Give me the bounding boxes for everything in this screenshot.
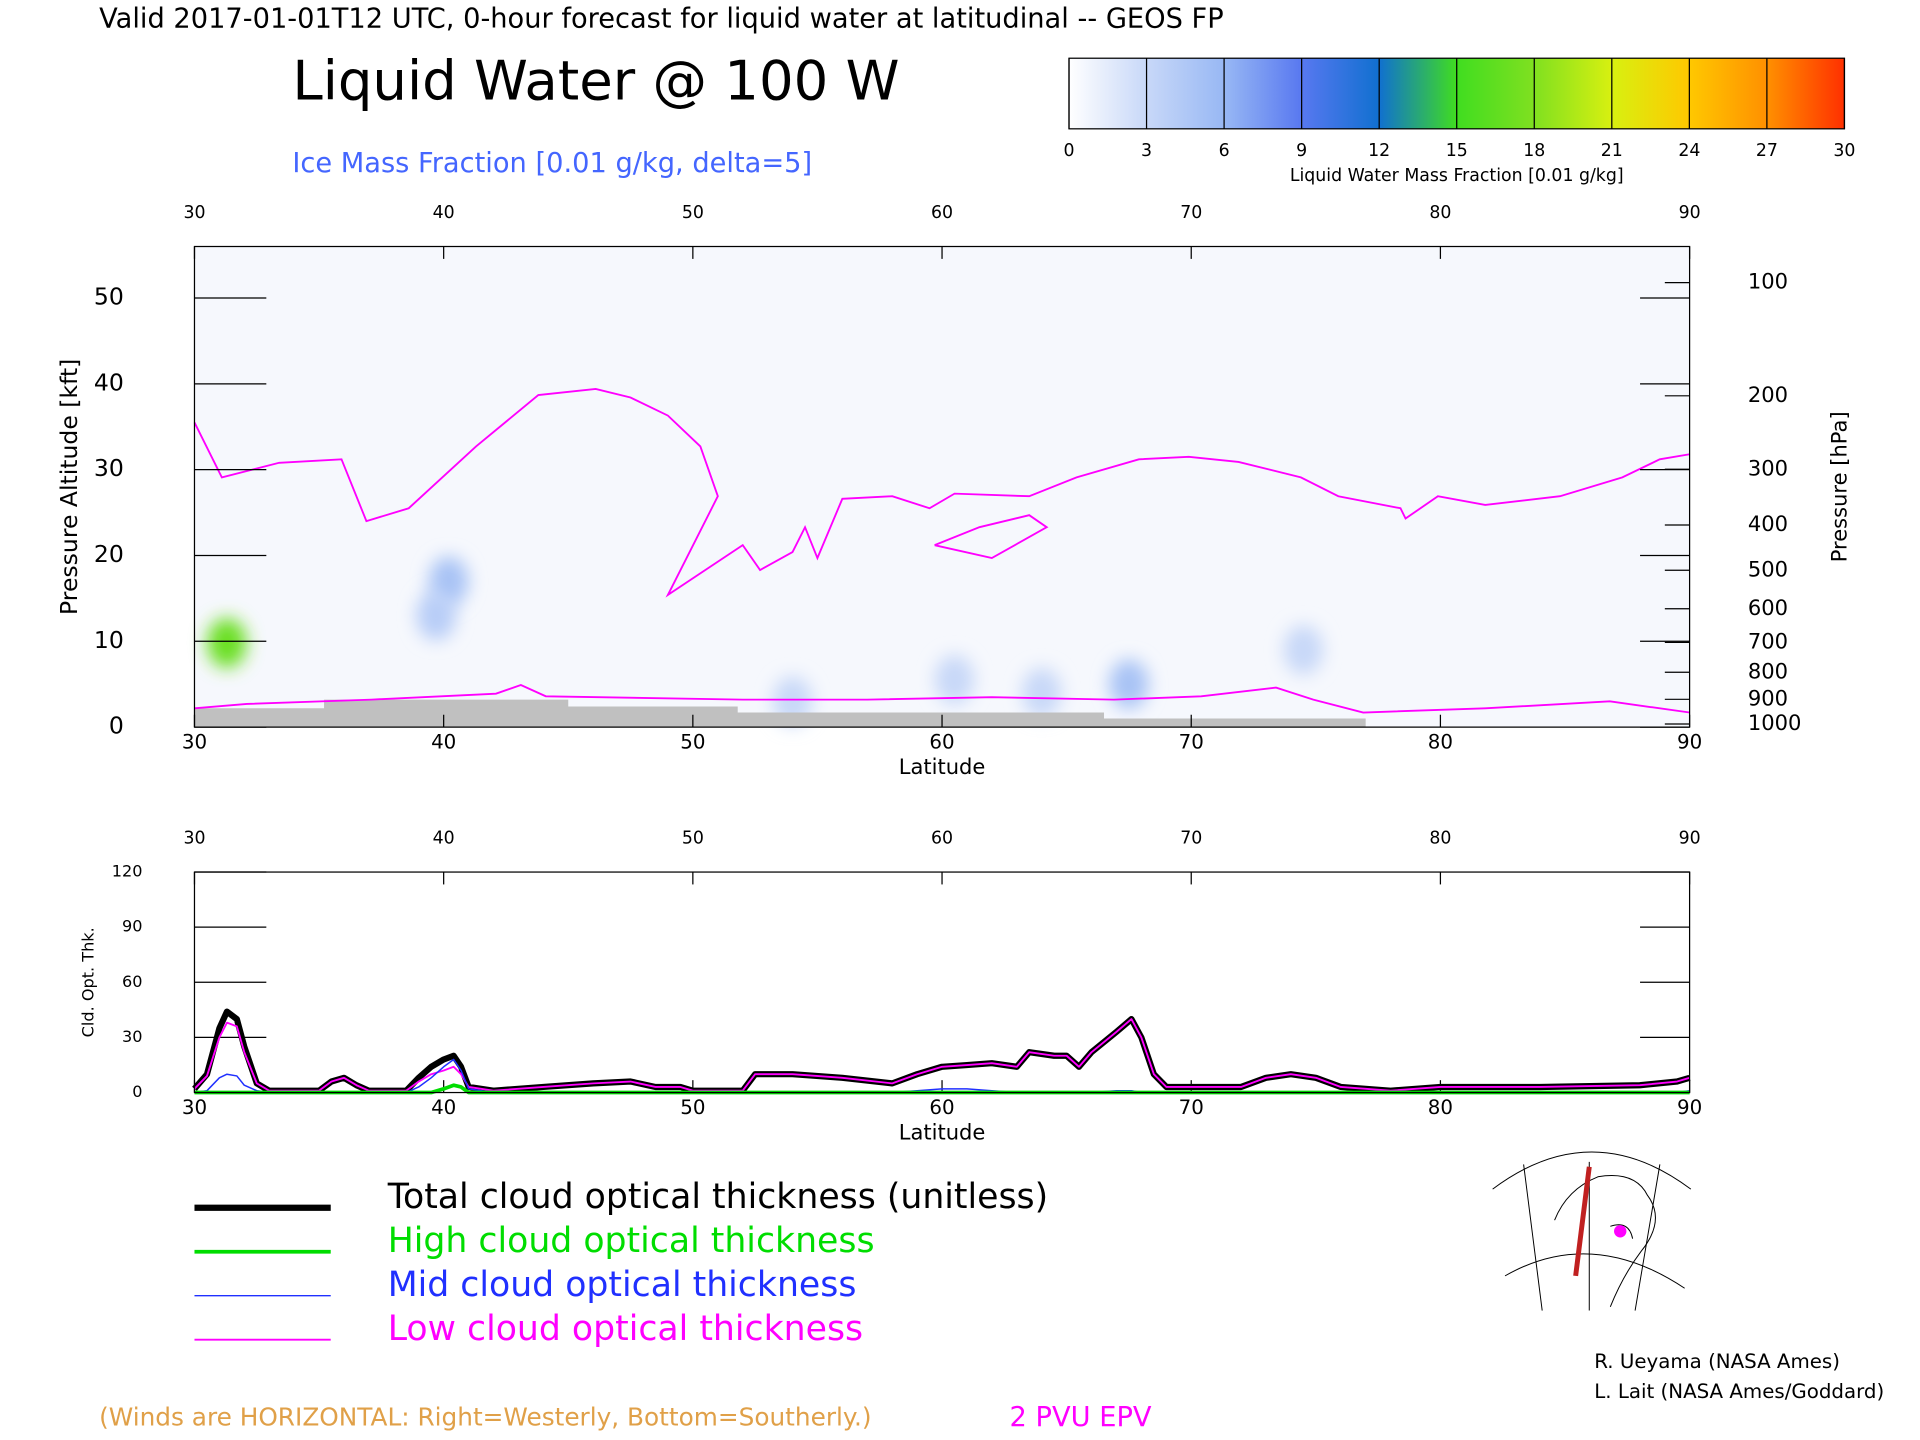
- x-tick-label: 40: [431, 731, 456, 754]
- x-tick-label: 90: [1677, 1096, 1702, 1119]
- colorbar-tick-label: 30: [1833, 141, 1855, 161]
- legend-entry: High cloud optical thickness: [388, 1221, 875, 1261]
- x-top-tick-label: 40: [433, 829, 455, 849]
- y-tick-label: 60: [122, 972, 142, 991]
- liquid-water-cell: [416, 590, 457, 641]
- legend-entry: Low cloud optical thickness: [388, 1309, 863, 1349]
- y-axis-label: Pressure Altitude [kft]: [55, 359, 83, 615]
- y2-tick-label: 800: [1748, 658, 1788, 683]
- y2-tick-label: 1000: [1748, 710, 1802, 735]
- colorbar-tick-label: 21: [1601, 141, 1623, 161]
- x-top-tick-label: 40: [433, 203, 455, 223]
- x-top-tick-label: 70: [1180, 829, 1202, 849]
- epv-contour: [193, 388, 1690, 714]
- y2-tick-label: 700: [1748, 628, 1788, 653]
- x-tick-label: 80: [1428, 1096, 1453, 1119]
- x-tick-label: 70: [1179, 1096, 1204, 1119]
- liquid-water-cell: [207, 618, 247, 668]
- chart-title: Liquid Water @ 100 W: [292, 48, 899, 112]
- x-tick-label: 60: [929, 731, 954, 754]
- x-top-tick-label: 80: [1429, 829, 1451, 849]
- y2-tick-label: 400: [1748, 511, 1788, 536]
- y2-tick-label: 900: [1748, 685, 1788, 710]
- x-tick-label: 30: [182, 1096, 207, 1119]
- colorbar-tick-label: 6: [1219, 141, 1230, 161]
- x-top-tick-label: 70: [1180, 203, 1202, 223]
- credit: R. Ueyama (NASA Ames): [1594, 1350, 1840, 1373]
- y-tick-label: 50: [94, 282, 124, 310]
- x-tick-label: 30: [182, 731, 207, 754]
- x-tick-label: 90: [1677, 731, 1702, 754]
- colorbar-tick-label: 3: [1141, 141, 1152, 161]
- epv-legend: 2 PVU EPV: [1010, 1402, 1152, 1433]
- terrain: [194, 699, 1366, 728]
- liquid-water-cell: [934, 655, 975, 705]
- x-top-tick-label: 60: [931, 203, 953, 223]
- y2-tick-label: 200: [1748, 382, 1788, 407]
- x-tick-label: 50: [680, 731, 705, 754]
- locator-map: [1492, 1151, 1692, 1311]
- liquid-water-cell: [1109, 659, 1149, 709]
- map-arc: [1504, 1253, 1685, 1289]
- y-tick-label: 10: [94, 626, 124, 654]
- x-axis-label: Latitude: [899, 754, 986, 779]
- x-top-tick-label: 90: [1679, 829, 1701, 849]
- plot-background: [194, 246, 1690, 728]
- header: Valid 2017-01-01T12 UTC, 0-hour forecast…: [99, 3, 1224, 34]
- x-top-tick-label: 80: [1429, 203, 1451, 223]
- y-tick-label: 30: [122, 1027, 142, 1046]
- colorbar-tick-label: 12: [1368, 141, 1390, 161]
- map-marker: [1614, 1225, 1627, 1238]
- x-tick-label: 60: [929, 1096, 954, 1119]
- map-coast: [1554, 1175, 1656, 1308]
- x-top-tick-label: 90: [1679, 203, 1701, 223]
- x-axis-label: Latitude: [899, 1119, 986, 1144]
- x-top-tick-label: 50: [682, 203, 704, 223]
- x-tick-label: 80: [1428, 731, 1453, 754]
- colorbar-tick-label: 27: [1756, 141, 1778, 161]
- colorbar-label: Liquid Water Mass Fraction [0.01 g/kg]: [1290, 166, 1624, 186]
- y2-tick-label: 600: [1748, 595, 1788, 620]
- x-top-tick-label: 60: [931, 829, 953, 849]
- x-top-tick-label: 30: [183, 203, 205, 223]
- y-tick-label: 0: [109, 712, 124, 740]
- liquid-water-cell: [1283, 625, 1324, 675]
- y-axis-label: Cld. Opt. Thk.: [79, 927, 98, 1037]
- x-tick-label: 70: [1179, 731, 1204, 754]
- colorbar-tick-label: 9: [1296, 141, 1307, 161]
- x-tick-label: 50: [680, 1096, 705, 1119]
- y2-tick-label: 300: [1748, 455, 1788, 480]
- y2-axis-label: Pressure [hPa]: [1827, 411, 1852, 562]
- cloud-line: [193, 1018, 1690, 1092]
- x-top-tick-label: 50: [682, 829, 704, 849]
- map-section-line: [1573, 1166, 1592, 1277]
- credit: L. Lait (NASA Ames/Goddard): [1594, 1380, 1884, 1403]
- colorbar-tick-label: 24: [1678, 141, 1700, 161]
- footnote: (Winds are HORIZONTAL: Right=Westerly, B…: [99, 1402, 871, 1431]
- y2-tick-label: 500: [1748, 556, 1788, 581]
- x-tick-label: 40: [431, 1096, 456, 1119]
- chart-subtitle: Ice Mass Fraction [0.01 g/kg, delta=5]: [292, 148, 812, 179]
- x-top-tick-label: 30: [183, 829, 205, 849]
- legend-entry: Mid cloud optical thickness: [388, 1265, 857, 1305]
- colorbar-tick-label: 15: [1446, 141, 1468, 161]
- plot-frame: [193, 871, 1691, 1094]
- cloud-line: [192, 1008, 1691, 1094]
- colorbar-tick-label: 0: [1063, 141, 1074, 161]
- y2-tick-label: 100: [1748, 269, 1788, 294]
- legend-entry: Total cloud optical thickness (unitless): [387, 1177, 1048, 1217]
- y-tick-label: 0: [132, 1082, 142, 1101]
- y-tick-label: 90: [122, 917, 142, 936]
- y-tick-label: 30: [94, 454, 124, 482]
- y-tick-label: 120: [112, 862, 143, 881]
- y-tick-label: 20: [94, 540, 124, 568]
- y-tick-label: 40: [94, 368, 124, 396]
- colorbar-tick-label: 18: [1523, 141, 1545, 161]
- liquid-water-cell: [1021, 668, 1062, 718]
- map-arc: [1492, 1151, 1692, 1190]
